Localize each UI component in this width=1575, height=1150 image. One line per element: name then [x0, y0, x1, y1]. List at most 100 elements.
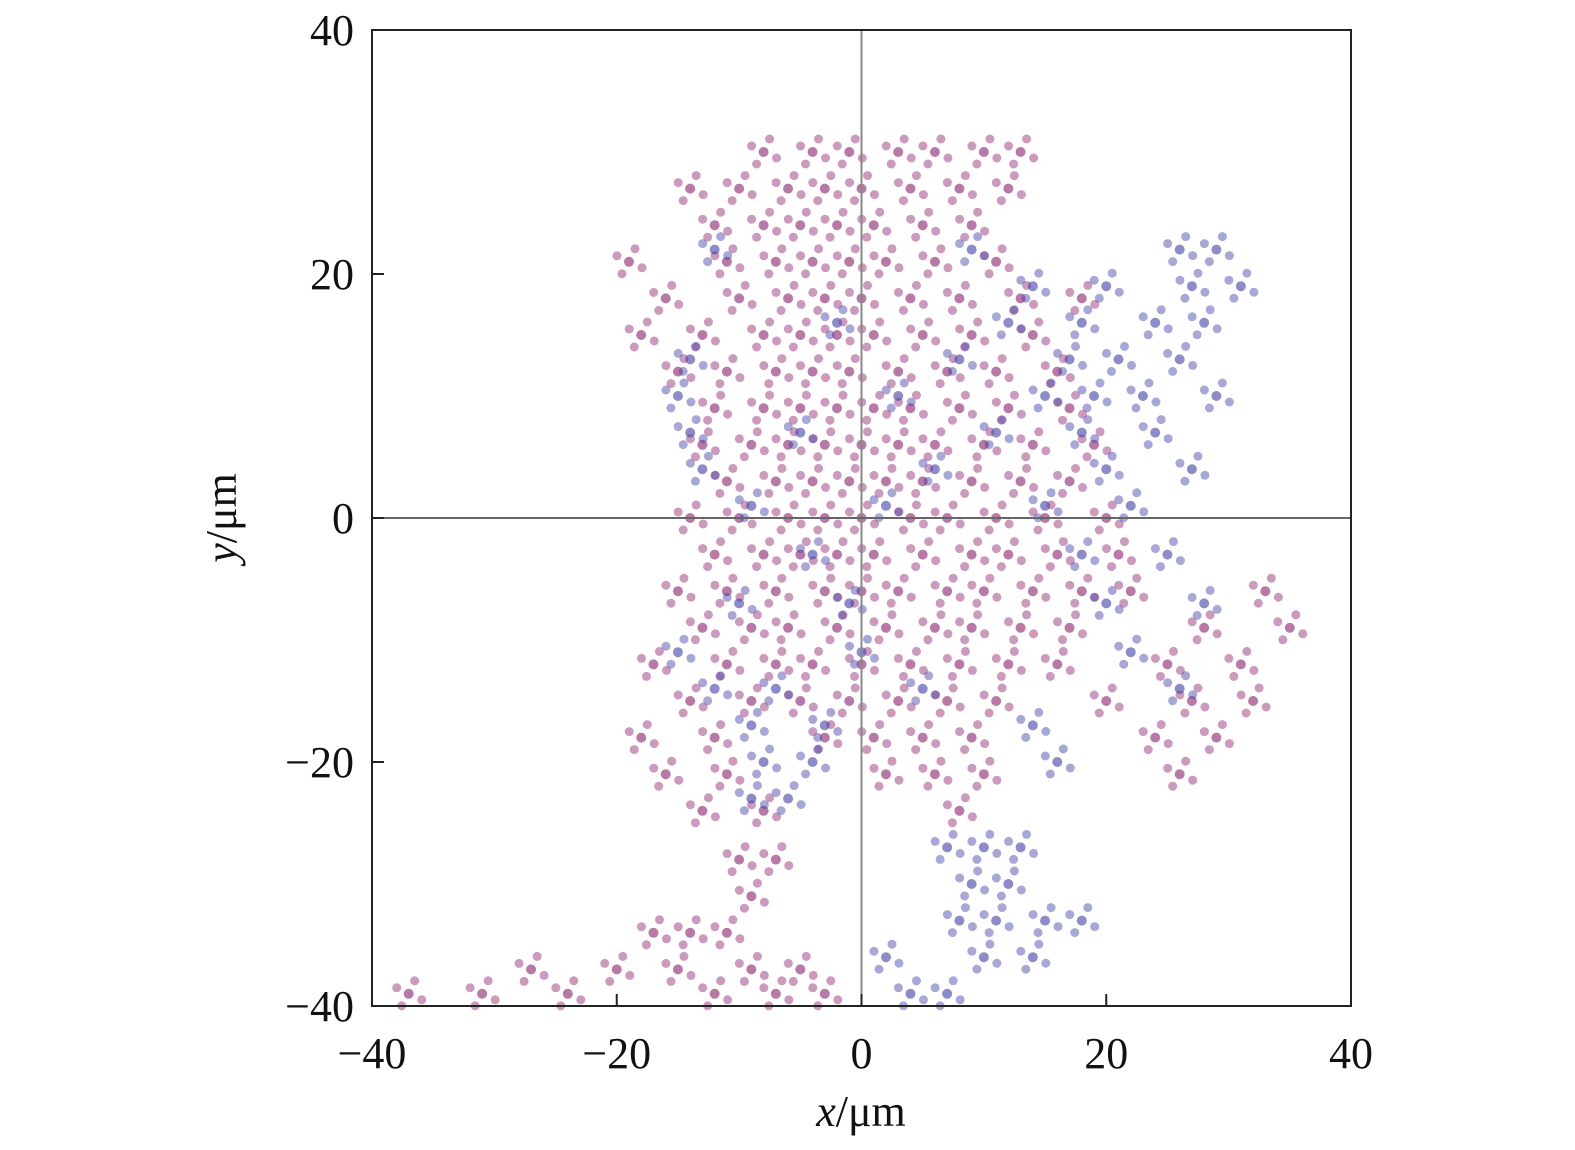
data-point: [759, 580, 769, 590]
data-point: [984, 269, 994, 279]
data-point: [801, 769, 811, 779]
data-point: [1156, 305, 1166, 315]
data-point: [1021, 964, 1031, 974]
data-point: [881, 385, 891, 395]
data-point: [716, 232, 726, 242]
data-point: [758, 220, 769, 231]
data-point: [686, 373, 696, 383]
data-point: [747, 397, 757, 407]
data-point: [978, 769, 989, 780]
data-point: [1058, 366, 1068, 376]
data-point: [1278, 635, 1288, 645]
data-point: [1150, 427, 1161, 438]
data-point: [728, 646, 738, 656]
data-point: [1053, 397, 1063, 407]
data-point: [788, 976, 798, 986]
data-point: [943, 629, 953, 639]
data-point: [801, 317, 811, 327]
data-point: [691, 415, 701, 425]
data-point: [539, 970, 549, 980]
data-point: [654, 915, 664, 925]
data-point: [930, 690, 940, 700]
data-point: [1076, 293, 1087, 304]
data-point: [678, 440, 688, 450]
x-tick-label: −20: [582, 1029, 651, 1078]
data-point: [703, 317, 713, 327]
data-point: [1175, 556, 1185, 566]
data-point: [698, 727, 708, 737]
data-point: [1015, 293, 1026, 304]
data-point: [784, 592, 794, 602]
data-point: [771, 617, 781, 627]
data-point: [715, 379, 725, 389]
data-point: [703, 257, 713, 267]
data-point: [1156, 415, 1166, 425]
data-point: [777, 463, 787, 473]
data-point: [905, 183, 916, 194]
data-point: [882, 336, 892, 346]
data-point: [727, 196, 737, 206]
data-point: [807, 256, 818, 267]
data-point: [955, 617, 965, 627]
data-point: [996, 330, 1006, 340]
data-point: [1022, 463, 1032, 473]
data-point: [845, 556, 855, 566]
data-point: [752, 562, 762, 572]
data-point: [979, 361, 989, 371]
data-point: [845, 580, 854, 590]
data-point: [819, 183, 830, 194]
data-point: [930, 580, 940, 590]
data-point: [777, 354, 787, 364]
data-point: [997, 903, 1007, 913]
data-point: [955, 214, 965, 224]
data-point: [648, 927, 659, 938]
data-point: [1249, 665, 1259, 675]
data-point: [955, 702, 965, 712]
data-point: [893, 147, 904, 157]
data-point: [942, 348, 952, 358]
data-point: [918, 299, 928, 309]
data-point: [845, 434, 854, 444]
data-point: [697, 439, 708, 450]
data-point: [923, 269, 933, 279]
data-point: [747, 190, 757, 200]
data-point: [880, 476, 891, 487]
data-point: [929, 439, 940, 450]
data-point: [929, 256, 940, 267]
data-point: [734, 617, 744, 627]
data-point: [1163, 763, 1173, 773]
data-point: [728, 244, 738, 254]
data-point: [948, 829, 958, 839]
data-point: [911, 696, 921, 706]
data-point: [1016, 580, 1026, 590]
data-point: [1040, 391, 1051, 401]
data-point: [1107, 268, 1117, 278]
data-point: [770, 586, 781, 597]
data-point: [1094, 476, 1104, 486]
data-point: [698, 360, 708, 370]
data-point: [770, 366, 781, 377]
data-point: [869, 617, 879, 627]
data-point: [764, 671, 774, 681]
data-point: [654, 781, 664, 791]
data-point: [1163, 239, 1173, 249]
data-point: [1174, 354, 1185, 365]
data-point: [996, 415, 1006, 425]
data-point: [703, 232, 713, 242]
data-point: [821, 482, 831, 492]
data-point: [832, 141, 842, 151]
data-point: [947, 671, 957, 681]
data-point: [1004, 434, 1014, 444]
data-point: [1125, 500, 1136, 511]
data-point: [954, 403, 965, 414]
x-tick-label: 0: [851, 1029, 873, 1078]
data-point: [666, 379, 676, 389]
data-point: [685, 183, 696, 194]
data-point: [788, 562, 798, 572]
data-point: [992, 775, 1002, 785]
data-point: [740, 585, 750, 595]
data-point: [837, 159, 847, 169]
data-point: [1224, 653, 1234, 663]
data-point: [1114, 470, 1124, 480]
data-point: [973, 317, 983, 327]
